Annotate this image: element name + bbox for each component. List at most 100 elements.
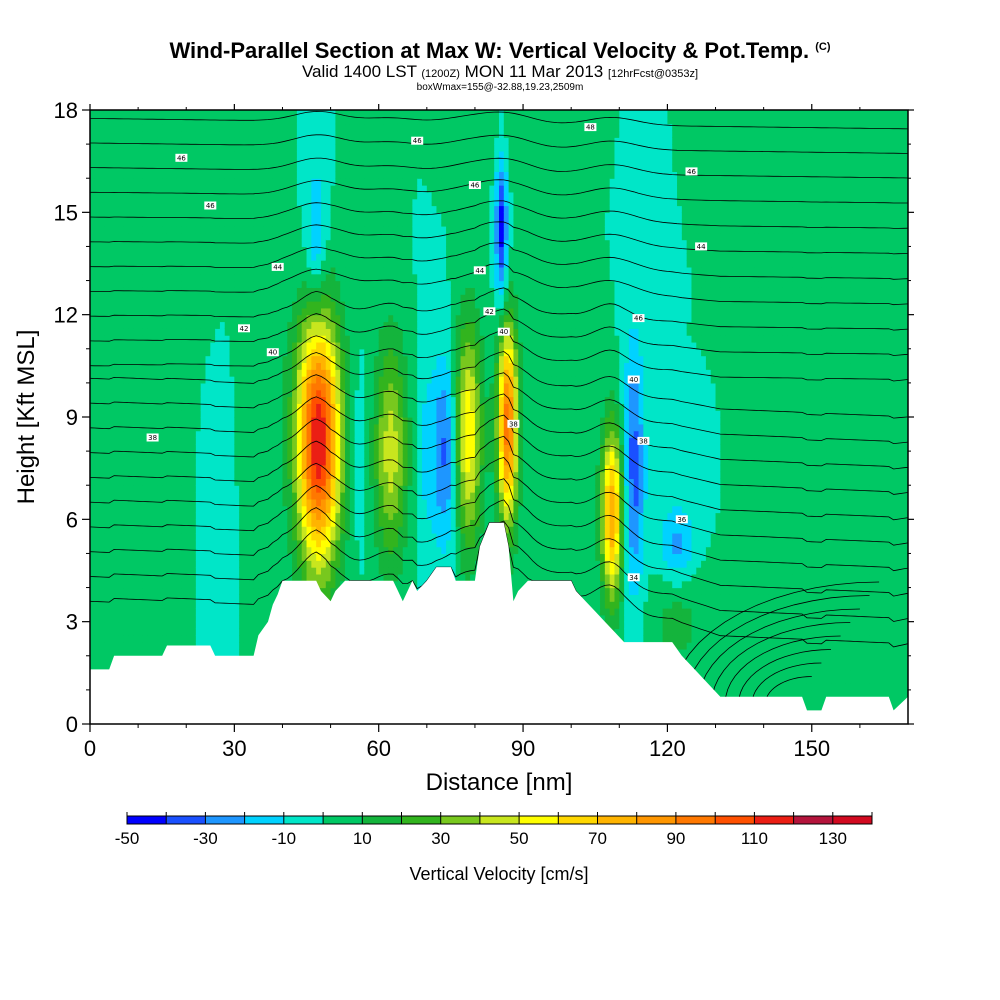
velocity-cell bbox=[186, 553, 192, 561]
velocity-cell bbox=[191, 485, 197, 493]
velocity-cell bbox=[186, 376, 192, 384]
velocity-cell bbox=[234, 621, 240, 630]
velocity-cell bbox=[311, 239, 317, 248]
velocity-cell bbox=[330, 478, 336, 486]
velocity-cell bbox=[287, 212, 293, 220]
velocity-cell bbox=[181, 451, 187, 459]
velocity-cell bbox=[248, 137, 255, 145]
velocity-cell bbox=[335, 519, 341, 527]
velocity-cell bbox=[239, 580, 245, 589]
velocity-cell bbox=[171, 457, 178, 466]
velocity-cell bbox=[138, 382, 144, 391]
velocity-cell bbox=[349, 478, 356, 486]
velocity-cell bbox=[205, 123, 211, 132]
velocity-cell bbox=[219, 628, 226, 636]
velocity-cell bbox=[205, 512, 211, 520]
velocity-cell bbox=[176, 403, 183, 411]
velocity-cell bbox=[263, 451, 269, 459]
velocity-cell bbox=[272, 355, 279, 364]
velocity-cell bbox=[94, 314, 101, 323]
velocity-cell bbox=[94, 532, 101, 541]
velocity-cell bbox=[282, 205, 288, 213]
velocity-cell bbox=[90, 307, 96, 316]
velocity-cell bbox=[301, 546, 308, 555]
velocity-cell bbox=[128, 157, 134, 166]
velocity-cell bbox=[109, 512, 115, 520]
velocity-cell bbox=[186, 205, 192, 213]
velocity-cell bbox=[258, 526, 264, 534]
velocity-cell bbox=[248, 587, 255, 595]
velocity-cell bbox=[229, 164, 235, 172]
velocity-cell bbox=[133, 150, 139, 159]
velocity-cell bbox=[277, 130, 284, 138]
velocity-cell bbox=[99, 301, 106, 309]
velocity-cell bbox=[229, 492, 235, 500]
velocity-cell bbox=[191, 225, 197, 234]
velocity-cell bbox=[152, 417, 158, 425]
velocity-cell bbox=[219, 642, 226, 650]
velocity-cell bbox=[157, 110, 163, 118]
velocity-cell bbox=[253, 341, 260, 350]
velocity-cell bbox=[176, 587, 183, 595]
velocity-cell bbox=[99, 423, 106, 432]
velocity-cell bbox=[349, 123, 356, 132]
velocity-cell bbox=[243, 526, 250, 534]
velocity-cell bbox=[229, 423, 235, 432]
velocity-cell bbox=[234, 253, 240, 261]
velocity-cell bbox=[349, 273, 356, 282]
velocity-cell bbox=[118, 137, 125, 145]
velocity-cell bbox=[171, 212, 178, 220]
velocity-cell bbox=[191, 580, 197, 589]
velocity-cell bbox=[114, 410, 120, 418]
velocity-cell bbox=[215, 471, 221, 479]
velocity-cell bbox=[248, 205, 255, 213]
velocity-cell bbox=[253, 485, 260, 493]
velocity-cell bbox=[157, 369, 163, 377]
velocity-cell bbox=[138, 430, 144, 439]
velocity-cell bbox=[320, 512, 327, 520]
velocity-cell bbox=[128, 205, 134, 213]
velocity-cell bbox=[325, 232, 332, 241]
velocity-cell bbox=[157, 635, 163, 643]
velocity-cell bbox=[354, 478, 361, 486]
velocity-cell bbox=[330, 464, 336, 473]
velocity-cell bbox=[123, 307, 130, 316]
velocity-cell bbox=[287, 321, 293, 329]
velocity-cell bbox=[320, 410, 327, 418]
velocity-cell bbox=[176, 417, 183, 425]
velocity-cell bbox=[118, 185, 125, 193]
velocity-cell bbox=[282, 492, 288, 500]
velocity-cell bbox=[215, 294, 221, 302]
velocity-cell bbox=[215, 560, 221, 568]
velocity-cell bbox=[94, 191, 101, 200]
velocity-cell bbox=[229, 608, 235, 616]
velocity-cell bbox=[186, 362, 192, 370]
velocity-cell bbox=[311, 266, 317, 275]
velocity-cell bbox=[258, 157, 264, 166]
velocity-cell bbox=[340, 478, 346, 486]
velocity-cell bbox=[200, 273, 207, 282]
velocity-cell bbox=[224, 505, 231, 514]
velocity-cell bbox=[109, 150, 115, 159]
velocity-cell bbox=[239, 410, 245, 418]
velocity-cell bbox=[306, 498, 312, 507]
velocity-cell bbox=[142, 219, 149, 227]
velocity-cell bbox=[162, 539, 168, 548]
velocity-cell bbox=[166, 178, 173, 186]
velocity-cell bbox=[104, 430, 110, 439]
velocity-cell bbox=[90, 225, 96, 234]
velocity-cell bbox=[335, 144, 341, 152]
velocity-cell bbox=[282, 314, 288, 323]
velocity-cell bbox=[272, 573, 279, 582]
velocity-cell bbox=[239, 157, 245, 166]
velocity-cell bbox=[118, 144, 125, 152]
velocity-cell bbox=[191, 341, 197, 350]
velocity-cell bbox=[186, 137, 192, 145]
velocity-cell bbox=[181, 471, 187, 479]
velocity-cell bbox=[152, 532, 158, 541]
velocity-cell bbox=[200, 219, 207, 227]
velocity-cell bbox=[325, 512, 332, 520]
velocity-cell bbox=[253, 301, 260, 309]
velocity-cell bbox=[186, 512, 192, 520]
velocity-cell bbox=[166, 430, 173, 439]
